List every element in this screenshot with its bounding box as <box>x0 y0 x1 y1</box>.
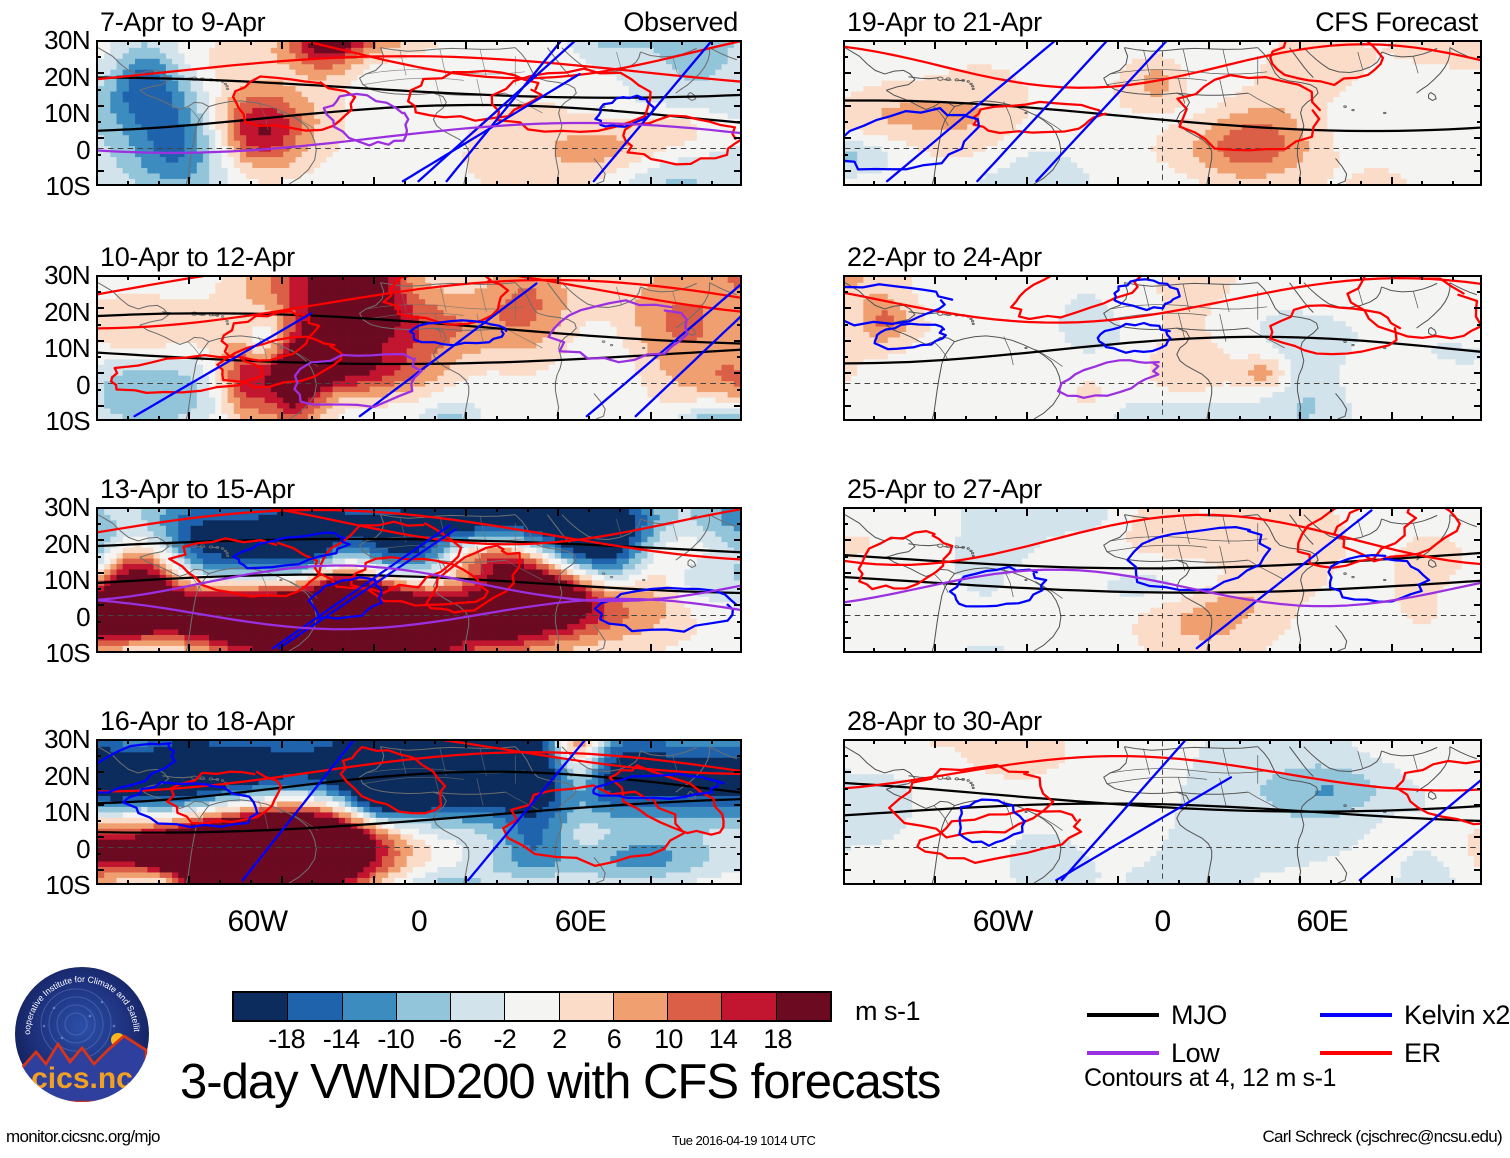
colorbar-tick-14: 14 <box>693 1026 753 1053</box>
map-panel-2[interactable] <box>96 275 742 421</box>
footer-author[interactable]: Carl Schreck (cjschrec@ncsu.edu) <box>1262 1128 1502 1145</box>
colorbar-tick--6: -6 <box>420 1026 480 1053</box>
colorbar-swatch-9 <box>722 993 777 1020</box>
x-tick-label: 0 <box>359 907 479 937</box>
y-tick-label: 10N <box>0 567 91 593</box>
contour-note: Contours at 4, 12 m s-1 <box>1084 1066 1336 1091</box>
panel-title-5: 19-Apr to 21-Apr <box>847 9 1042 36</box>
y-tick-label: 20N <box>0 299 91 325</box>
x-tick-label: 60W <box>198 907 318 937</box>
colorbar-tick--14: -14 <box>311 1026 371 1053</box>
y-tick-label: 10S <box>0 173 91 199</box>
map-panel-1[interactable] <box>96 40 742 186</box>
colorbar-swatch-4 <box>451 993 506 1020</box>
colorbar-swatch-6 <box>559 993 614 1020</box>
legend-label-mjo: MJO <box>1171 1002 1227 1029</box>
colorbar-swatch-1 <box>288 993 343 1020</box>
y-tick-label: 20N <box>0 763 91 789</box>
colorbar-swatch-2 <box>342 993 397 1020</box>
panel-title-1: 7-Apr to 9-Apr <box>100 9 266 36</box>
colorbar-tick-18: 18 <box>747 1026 807 1053</box>
legend-label-low: Low <box>1171 1040 1220 1067</box>
y-tick-label: 10N <box>0 100 91 126</box>
y-tick-label: 10S <box>0 408 91 434</box>
colorbar-swatch-8 <box>668 993 723 1020</box>
map-panel-3[interactable] <box>96 507 742 653</box>
colorbar-tick-6: 6 <box>584 1026 644 1053</box>
map-panel-8[interactable] <box>843 739 1482 885</box>
y-tick-label: 10N <box>0 335 91 361</box>
panel-title-7: 25-Apr to 27-Apr <box>847 476 1042 503</box>
colorbar-swatch-10 <box>776 993 830 1020</box>
colorbar-swatch-5 <box>505 993 560 1020</box>
y-tick-label: 30N <box>0 494 91 520</box>
x-tick-label: 60E <box>1262 907 1382 937</box>
colorbar-tick--2: -2 <box>475 1026 535 1053</box>
y-tick-label: 0 <box>0 836 90 862</box>
y-tick-label: 10S <box>0 640 91 666</box>
panel-title-6: 22-Apr to 24-Apr <box>847 244 1042 271</box>
main-title: 3-day VWND200 with CFS forecasts <box>180 1058 941 1107</box>
panel-title-8: 28-Apr to 30-Apr <box>847 708 1042 735</box>
legend-line-low <box>1087 1051 1159 1055</box>
y-tick-label: 0 <box>0 604 90 630</box>
legend-label-er: ER <box>1404 1040 1441 1067</box>
panel-title-3: 13-Apr to 15-Apr <box>100 476 295 503</box>
colorbar-tick-2: 2 <box>529 1026 589 1053</box>
colorbar-units-label: m s-1 <box>855 998 921 1025</box>
legend-line-er <box>1320 1051 1392 1055</box>
y-tick-label: 30N <box>0 27 91 53</box>
colorbar-tick--18: -18 <box>257 1026 317 1053</box>
map-panel-4[interactable] <box>96 739 742 885</box>
y-tick-label: 10N <box>0 799 91 825</box>
column-header-left: Observed <box>592 9 738 36</box>
panel-title-4: 16-Apr to 18-Apr <box>100 708 295 735</box>
colorbar-tick--10: -10 <box>366 1026 426 1053</box>
column-header-right: CFS Forecast <box>1272 9 1478 36</box>
colorbar-swatch-7 <box>613 993 669 1020</box>
colorbar-swatch-3 <box>396 993 452 1020</box>
footer-timestamp: Tue 2016-04-19 1014 UTC <box>672 1132 816 1149</box>
cics-nc-logo: cics.nc Cooperative Institute for Climat… <box>14 966 150 1102</box>
y-tick-label: 10S <box>0 872 91 898</box>
y-tick-label: 30N <box>0 262 91 288</box>
colorbar <box>232 991 832 1022</box>
colorbar-swatch-0 <box>234 993 289 1020</box>
map-panel-5[interactable] <box>843 40 1482 186</box>
x-tick-label: 60E <box>521 907 641 937</box>
x-tick-label: 60W <box>943 907 1063 937</box>
footer-url[interactable]: monitor.cicsnc.org/mjo <box>6 1128 160 1145</box>
y-tick-label: 0 <box>0 137 90 163</box>
map-panel-6[interactable] <box>843 275 1482 421</box>
legend-label-kelvin-x2: Kelvin x2 <box>1404 1002 1510 1029</box>
colorbar-tick-10: 10 <box>638 1026 698 1053</box>
panel-title-2: 10-Apr to 12-Apr <box>100 244 295 271</box>
y-tick-label: 0 <box>0 372 90 398</box>
y-tick-label: 20N <box>0 64 91 90</box>
legend-line-kelvin-x2 <box>1320 1013 1392 1017</box>
legend-line-mjo <box>1087 1013 1159 1017</box>
map-panel-7[interactable] <box>843 507 1482 653</box>
y-tick-label: 30N <box>0 726 91 752</box>
x-tick-label: 0 <box>1103 907 1223 937</box>
y-tick-label: 20N <box>0 531 91 557</box>
